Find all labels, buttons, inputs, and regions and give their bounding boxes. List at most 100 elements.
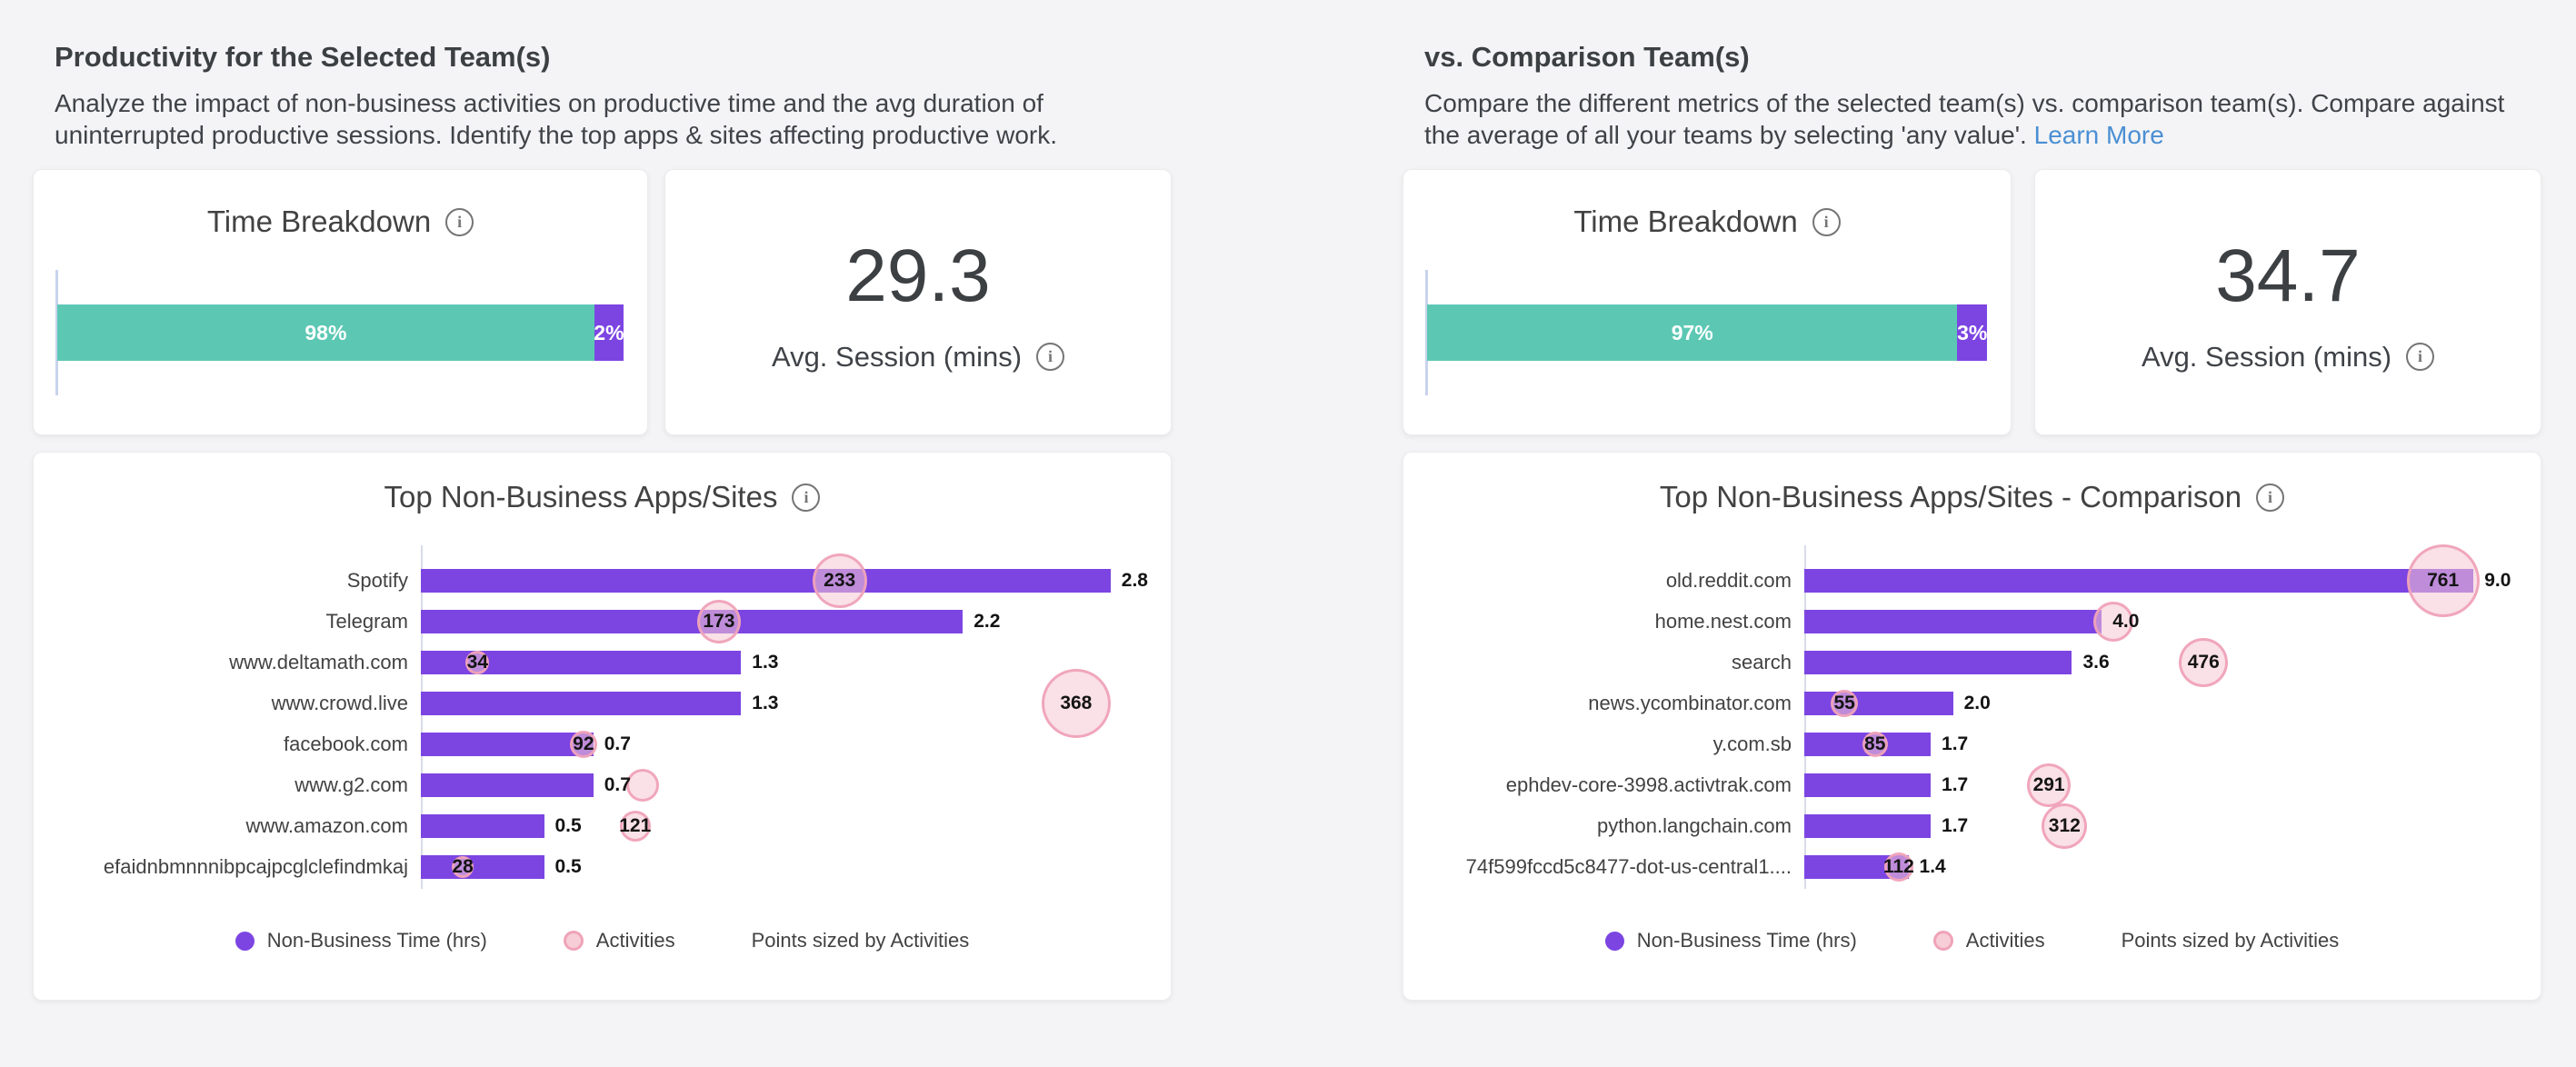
activities-bubble[interactable]: 476 (2179, 637, 2229, 687)
activities-bubble[interactable] (2093, 601, 2134, 642)
non-business-time-bar[interactable] (1804, 773, 1932, 797)
activities-bubble[interactable]: 34 (465, 650, 490, 674)
purple-dot-icon (235, 931, 255, 951)
activities-bubble[interactable]: 121 (619, 810, 651, 842)
section-title-comparison: vs. Comparison Team(s) (1424, 41, 1750, 73)
chart-row: www.g2.com 0.7 (34, 764, 1171, 805)
chart-row: www.amazon.com 121 0.5 (34, 805, 1171, 846)
learn-more-link[interactable]: Learn More (2033, 121, 2164, 149)
time-breakdown-card-comparison: Time Breakdown i 97% 3% (1403, 169, 2012, 435)
bar-track: 368 1.3 (421, 668, 1171, 738)
non-business-time-bar[interactable] (1804, 609, 2102, 633)
category-label: Spotify (346, 568, 408, 592)
chart-title: Top Non-Business Apps/Sites (384, 480, 778, 514)
non-business-time-bar[interactable] (421, 813, 544, 838)
productive-pct-label: 98% (305, 320, 347, 344)
bar-value-label: 1.3 (752, 692, 779, 713)
activities-bubble[interactable]: 233 (812, 553, 867, 608)
info-icon[interactable]: i (1036, 343, 1065, 371)
category-label: facebook.com (284, 732, 408, 755)
activities-bubble[interactable]: 85 (1862, 731, 1888, 757)
bar-track: 761 9.0 (1804, 543, 2541, 617)
bar-value-label: 1.4 (1919, 855, 1946, 877)
productive-time-segment[interactable]: 97% (1427, 304, 1958, 361)
info-icon[interactable]: i (2256, 483, 2285, 512)
bar-track: 312 1.7 (1804, 803, 2541, 849)
activities-bubble[interactable]: 55 (1831, 689, 1859, 717)
category-label: Telegram (325, 609, 408, 633)
chart-row: Telegram 173 2.2 (34, 599, 1171, 643)
activities-bubble[interactable]: 112 (1883, 852, 1914, 882)
non-business-time-bar[interactable] (421, 732, 594, 756)
legend-item-non-business-time[interactable]: Non-Business Time (hrs) (235, 929, 487, 952)
activities-bubble[interactable]: 761 (2406, 543, 2480, 617)
non-business-time-bar[interactable] (1804, 650, 2072, 674)
non-business-time-bar[interactable] (421, 773, 594, 797)
bar-value-label: 9.0 (2484, 569, 2511, 591)
activities-bubble[interactable]: 291 (2027, 763, 2072, 807)
non-business-time-bar[interactable] (421, 568, 1111, 593)
activities-count: 476 (2187, 651, 2220, 673)
non-business-pct-label: 3% (1957, 320, 1988, 344)
chart-row: home.nest.com 4.0 (1403, 601, 2541, 642)
non-business-time-bar[interactable] (1804, 568, 2474, 593)
bar-value-label: 2.8 (1121, 569, 1148, 591)
axis-tick (1425, 270, 1428, 395)
avg-session-label: Avg. Session (mins) (771, 340, 1023, 373)
category-label: efaidnbmnnnibpcajpcglclefindmkaj (103, 854, 408, 878)
category-label: 74f599fccd5c8477-dot-us-central1.... (1465, 854, 1792, 878)
chart-row: python.langchain.com 312 1.7 (1403, 803, 2541, 849)
activities-count: 85 (1864, 733, 1886, 754)
bar-track: 476 3.6 (1804, 637, 2541, 687)
activities-bubble[interactable]: 312 (2042, 803, 2088, 849)
y-axis-line (1804, 545, 1806, 889)
avg-session-label: Avg. Session (mins) (2141, 340, 2392, 373)
activities-count: 28 (452, 855, 474, 877)
activities-count: 368 (1060, 692, 1093, 713)
non-business-time-segment[interactable]: 2% (594, 304, 624, 361)
top-nonbusiness-card-comparison: Top Non-Business Apps/Sites - Comparison… (1403, 452, 2541, 1001)
legend-note: Points sized by Activities (2121, 929, 2340, 952)
info-icon[interactable]: i (792, 483, 821, 512)
activities-count: 34 (466, 651, 489, 673)
bar-track: 28 0.5 (421, 846, 1171, 887)
section-description-selected: Analyze the impact of non-business activ… (55, 89, 1057, 149)
chart-row: ephdev-core-3998.activtrak.com 291 1.7 (1403, 763, 2541, 807)
productive-pct-label: 97% (1671, 320, 1713, 344)
info-icon[interactable]: i (1812, 207, 1841, 236)
category-label: home.nest.com (1654, 609, 1792, 633)
info-icon[interactable]: i (445, 207, 474, 236)
bar-value-label: 1.3 (752, 651, 779, 673)
activities-bubble[interactable]: 368 (1041, 668, 1111, 738)
comparison-kpi-row: Time Breakdown i 97% 3% 34.7 Avg. Sessio… (1403, 169, 2541, 435)
legend-item-activities[interactable]: Activities (1932, 929, 2045, 952)
bar-track: 34 1.3 (421, 642, 1171, 683)
legend-item-activities[interactable]: Activities (563, 929, 675, 952)
info-icon[interactable]: i (2406, 343, 2435, 371)
avg-session-value: 29.3 (845, 234, 991, 317)
non-business-time-bar[interactable] (1804, 813, 1932, 838)
activities-count: 761 (2427, 569, 2460, 591)
time-breakdown-bar: 98% 2% (55, 270, 624, 395)
activities-bubble[interactable]: 173 (696, 599, 741, 643)
productive-time-segment[interactable]: 98% (57, 304, 594, 361)
section-title-selected: Productivity for the Selected Team(s) (55, 41, 551, 73)
non-business-time-bar[interactable] (1804, 691, 1953, 715)
activities-bubble[interactable]: 92 (569, 730, 597, 758)
legend-item-non-business-time[interactable]: Non-Business Time (hrs) (1604, 929, 1857, 952)
chart-row: efaidnbmnnnibpcajpcglclefindmkaj 28 0.5 (34, 846, 1171, 887)
activities-count: 291 (2032, 773, 2065, 795)
category-label: y.com.sb (1712, 732, 1792, 755)
category-label: search (1731, 650, 1792, 673)
non-business-time-segment[interactable]: 3% (1957, 304, 1987, 361)
non-business-time-bar[interactable] (421, 854, 544, 879)
bar-track: 85 1.7 (1804, 723, 2541, 764)
activities-bubble[interactable] (625, 768, 659, 802)
non-business-time-bar[interactable] (421, 609, 964, 633)
activities-count: 92 (573, 733, 594, 754)
activities-bubble[interactable]: 28 (452, 855, 474, 878)
chart-row: y.com.sb 85 1.7 (1403, 723, 2541, 764)
non-business-time-bar[interactable] (421, 691, 742, 715)
bar-value-label: 0.7 (604, 733, 631, 754)
legend-note: Points sized by Activities (751, 929, 970, 952)
